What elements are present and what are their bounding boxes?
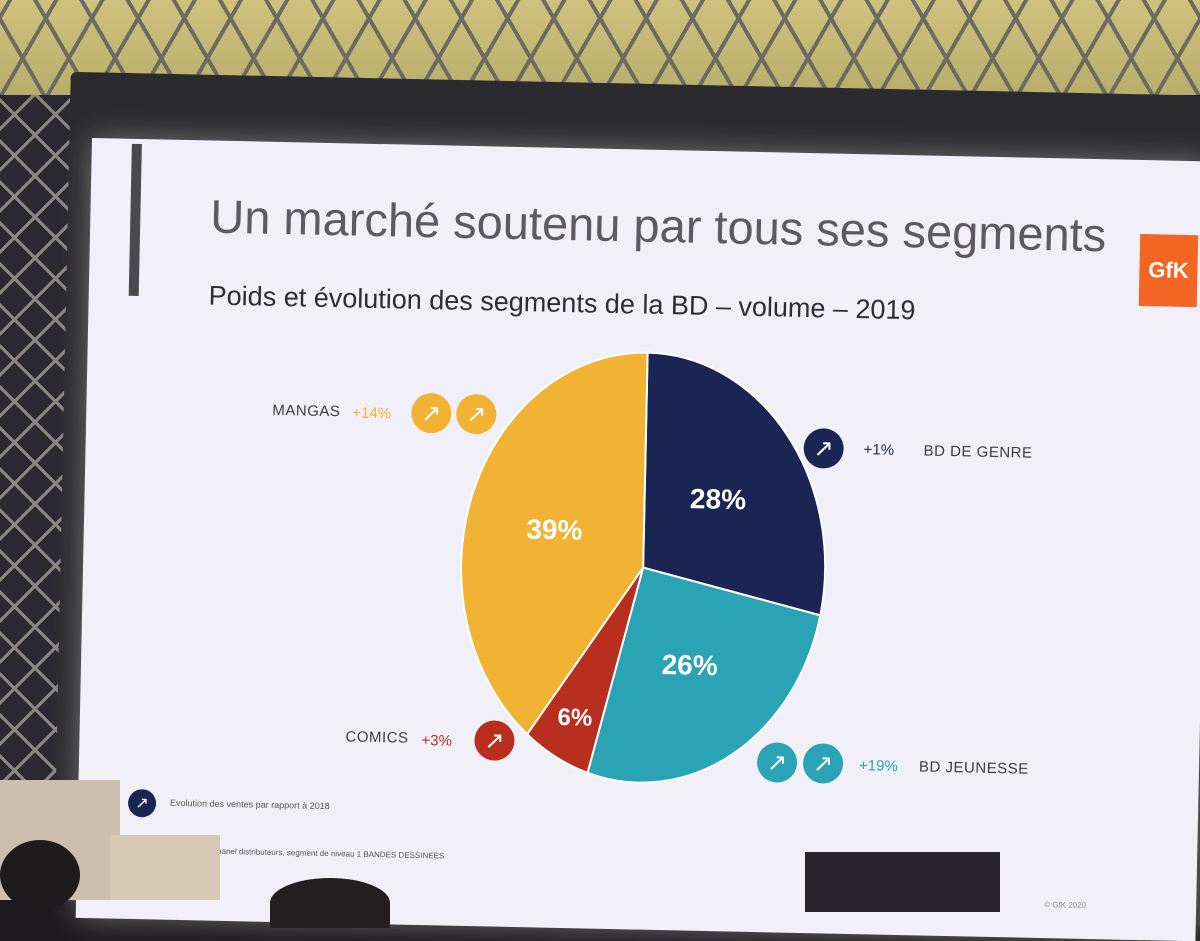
- pie-slice-bd-de-genre: [642, 351, 827, 617]
- change-label-mangas: +14%: [352, 404, 392, 423]
- change-label-bd-jeunesse: +19%: [858, 757, 898, 776]
- copyright-note: © GfK 2020: [1044, 900, 1087, 910]
- audience-box: [110, 835, 220, 900]
- pie-chart: 28% 26% 6% 39%: [460, 351, 827, 784]
- audience-head: [270, 878, 390, 928]
- slice-value-label: 39%: [526, 514, 583, 546]
- slice-value-label: 26%: [661, 649, 718, 681]
- audience-screen: [805, 852, 1000, 912]
- slice-value-label: 28%: [690, 483, 747, 515]
- pie-slice-mangas: [460, 351, 649, 736]
- change-label-comics: +3%: [421, 732, 453, 750]
- category-label-mangas: MANGAS: [272, 401, 341, 421]
- audience-head: [0, 840, 80, 910]
- category-label-bd-de-genre: BD DE GENRE: [923, 442, 1033, 462]
- presentation-slide: Un marché soutenu par tous ses segments …: [75, 138, 1200, 941]
- category-label-bd-jeunesse: BD JEUNESSE: [918, 758, 1029, 778]
- category-label-comics: COMICS: [345, 728, 409, 747]
- pie-slice-bd-jeunesse: [586, 566, 822, 784]
- change-label-bd-de-genre: +1%: [863, 441, 895, 459]
- slice-value-label: 6%: [557, 704, 592, 732]
